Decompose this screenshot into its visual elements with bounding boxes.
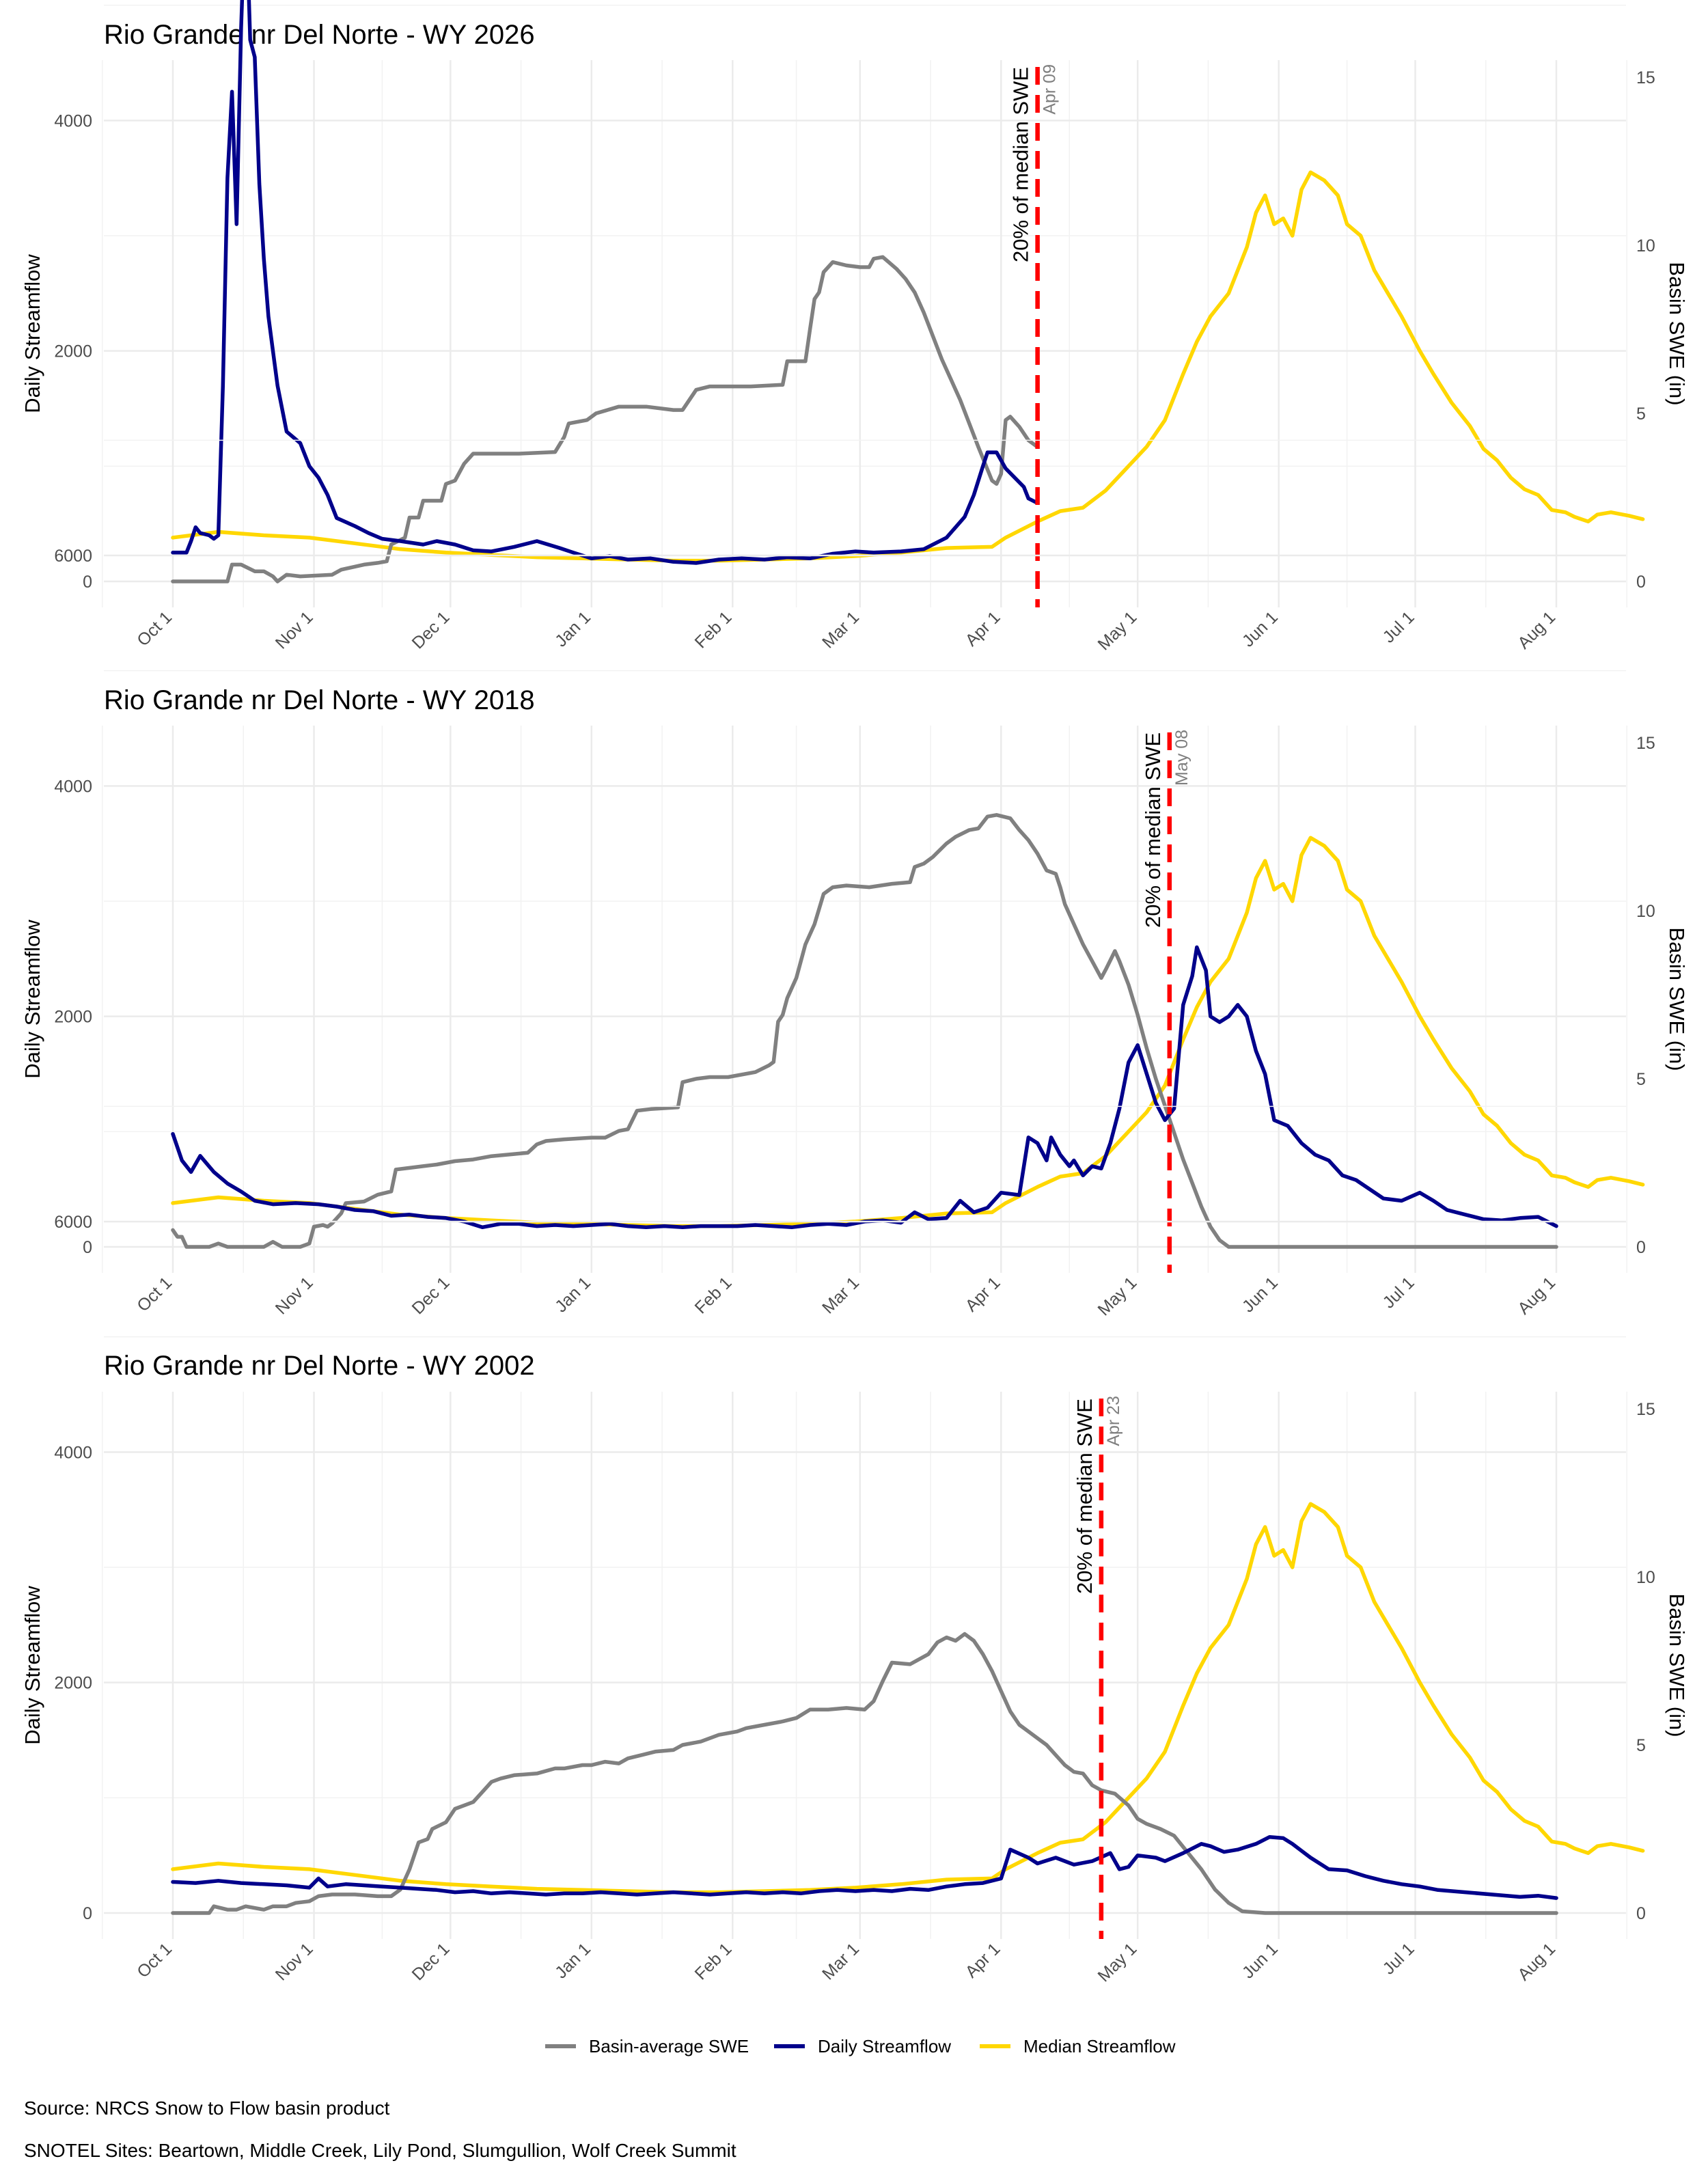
caption-source: Source: NRCS Snow to Flow basin product xyxy=(24,2097,390,2119)
y-tick-label-left: 6000 xyxy=(54,1213,92,1232)
legend-flow-label: Daily Streamflow xyxy=(818,2036,951,2056)
threshold-date-label: May 08 xyxy=(1172,730,1192,786)
y-tick-label-left: 4000 xyxy=(54,777,92,796)
panels: Rio Grande nr Del Norte - WY 2026 0 2000 40… xyxy=(20,0,1689,1985)
y-tick-label-right: 0 xyxy=(1636,1238,1646,1257)
y-tick-label-right: 15 xyxy=(1636,1400,1655,1419)
series-basin-swe-line xyxy=(171,255,1040,583)
series-daily-streamflow-line xyxy=(171,0,1040,565)
threshold-date-label: Apr 09 xyxy=(1041,64,1060,115)
y-axis-title-left: Daily Streamflow xyxy=(20,1586,44,1745)
legend: Basin-average SWE Daily Streamflow Media… xyxy=(545,2036,1176,2056)
panel-title: Rio Grande nr Del Norte - WY 2018 xyxy=(104,685,535,715)
y-tick-label-left: 0 xyxy=(83,1238,92,1257)
y-tick-label-left: 6000 xyxy=(54,547,92,566)
panel-wy-2026: Rio Grande nr Del Norte - WY 2026 0 2000 40… xyxy=(20,0,1689,654)
series-daily-streamflow-line xyxy=(171,945,1558,1230)
y-tick-label-right: 5 xyxy=(1636,404,1646,424)
y-axis-title-right: Basin SWE (in) xyxy=(1665,1593,1689,1737)
grid xyxy=(102,1105,1627,1939)
threshold-line-label: 20% of median SWE xyxy=(1073,1399,1097,1594)
y-tick-label-left: 0 xyxy=(83,1904,92,1923)
grid xyxy=(102,4,1627,607)
series-basin-swe-line xyxy=(171,1632,1558,1915)
panel-title: Rio Grande nr Del Norte - WY 2002 xyxy=(104,1351,535,1381)
legend-swe-label: Basin-average SWE xyxy=(589,2036,749,2056)
threshold-date-label: Apr 23 xyxy=(1104,1396,1123,1446)
panel-title: Rio Grande nr Del Norte - WY 2026 xyxy=(104,20,535,50)
y-axis-title-right: Basin SWE (in) xyxy=(1665,927,1689,1071)
y-tick-label-left: 4000 xyxy=(54,111,92,130)
y-tick-label-right: 10 xyxy=(1636,1568,1655,1587)
grid xyxy=(102,439,1627,1273)
y-tick-label-left: 2000 xyxy=(54,1674,92,1693)
y-axis-title-right: Basin SWE (in) xyxy=(1665,262,1689,405)
threshold-line-label: 20% of median SWE xyxy=(1141,732,1165,928)
y-tick-label-left: 2000 xyxy=(54,1008,92,1027)
y-tick-label-right: 10 xyxy=(1636,236,1655,256)
y-axis-title-left: Daily Streamflow xyxy=(20,254,44,413)
y-axis-title-left: Daily Streamflow xyxy=(20,920,44,1079)
threshold-line-label: 20% of median SWE xyxy=(1009,67,1033,262)
y-tick-label-right: 15 xyxy=(1636,734,1655,753)
y-tick-label-right: 0 xyxy=(1636,573,1646,592)
y-tick-label-left: 2000 xyxy=(54,342,92,361)
series-daily-streamflow-line xyxy=(171,1834,1558,1900)
y-tick-label-right: 10 xyxy=(1636,902,1655,921)
y-tick-label-right: 0 xyxy=(1636,1904,1646,1923)
y-tick-label-right: 5 xyxy=(1636,1736,1646,1755)
y-tick-label-left: 4000 xyxy=(54,1443,92,1462)
y-tick-label-right: 15 xyxy=(1636,68,1655,87)
caption-snotel-sites: SNOTEL Sites: Beartown, Middle Creek, Li… xyxy=(24,2140,736,2161)
y-tick-label-right: 5 xyxy=(1636,1070,1646,1089)
series-basin-swe-line xyxy=(171,813,1558,1249)
series-median-streamflow-line xyxy=(171,1502,1645,1895)
y-tick-label-left: 0 xyxy=(83,573,92,592)
legend-median-label: Median Streamflow xyxy=(1023,2036,1176,2056)
